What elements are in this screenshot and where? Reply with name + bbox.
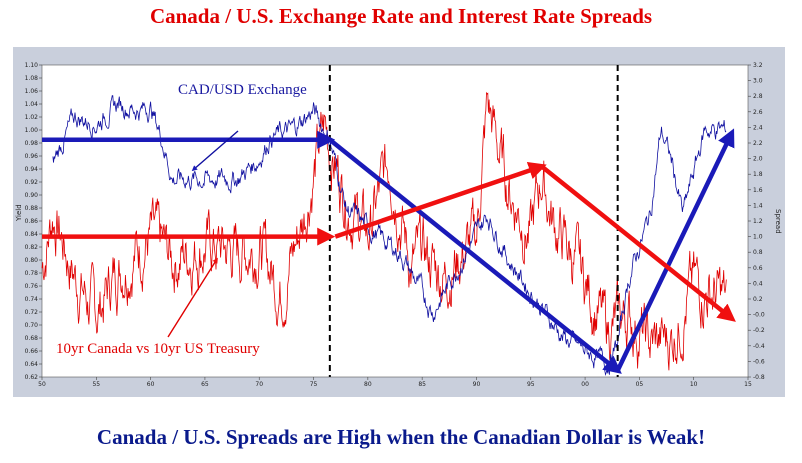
x-tick-label: 90 xyxy=(473,381,481,388)
spread-pointer-arrow xyxy=(167,257,218,338)
x-tick-label: 10 xyxy=(690,381,698,388)
y-tick-label: 0.98 xyxy=(25,140,39,147)
y2-tick-label: 1.2 xyxy=(753,218,763,225)
y-tick-label: 0.84 xyxy=(25,231,39,238)
y2-axis-label: Spread xyxy=(774,209,782,234)
x-tick-label: 70 xyxy=(255,381,263,388)
x-tick-label: 50 xyxy=(38,381,46,388)
y2-tick-label: -0.6 xyxy=(753,358,765,365)
y-tick-label: 1.10 xyxy=(25,62,39,69)
y-tick-label: 1.02 xyxy=(25,114,39,121)
y-tick-label: 1.06 xyxy=(25,88,39,95)
line-chart: 50 55 60 65 70 75 80 85 90 95 00 05 10 15 0.62 0.64 0.66… xyxy=(15,62,782,388)
x-tick-label: 55 xyxy=(92,381,100,388)
y-tick-label: 1.08 xyxy=(25,75,39,82)
exchange-pointer-arrow xyxy=(191,130,239,172)
x-tick-label: 05 xyxy=(636,381,644,388)
page-title: Canada / U.S. Exchange Rate and Interest… xyxy=(149,4,653,28)
x-tick-label: 60 xyxy=(147,381,155,388)
x-tick-label: 85 xyxy=(418,381,426,388)
y-tick-label: 0.88 xyxy=(25,205,39,212)
chart-panel: 50 55 60 65 70 75 80 85 90 95 00 05 10 15 0.62 0.64 0.66… xyxy=(13,47,785,397)
y-tick-label: 0.82 xyxy=(25,244,39,251)
y-tick-label: 0.74 xyxy=(25,296,39,303)
y-tick-label: 0.80 xyxy=(25,257,39,264)
y2-tick-label: 3.2 xyxy=(753,62,763,69)
y2-tick-label: -0.0 xyxy=(753,312,765,319)
y2-tick-label: -0.8 xyxy=(753,374,765,381)
x-tick-label: 95 xyxy=(527,381,535,388)
y-tick-label: 1.00 xyxy=(25,127,39,134)
y2-tick-label: 1.4 xyxy=(753,202,763,209)
exchange-series-line xyxy=(52,95,727,376)
annotation-exchange: CAD/USD Exchange xyxy=(178,82,307,98)
y-tick-label: 0.68 xyxy=(25,335,39,342)
x-tick-label: 15 xyxy=(744,381,752,388)
y-tick-label: 0.62 xyxy=(25,374,39,381)
spread-series-line xyxy=(41,91,727,371)
y-tick-label: 0.66 xyxy=(25,348,39,355)
x-tick-label: 75 xyxy=(310,381,318,388)
y2-tick-label: 0.2 xyxy=(753,296,763,303)
y2-tick-label: 0.8 xyxy=(753,249,763,256)
y-tick-label: 1.04 xyxy=(25,101,39,108)
x-tick-label: 80 xyxy=(364,381,372,388)
page-caption: Canada / U.S. Spreads are High when the … xyxy=(96,425,706,449)
y-tick-label: 0.90 xyxy=(25,192,39,199)
y2-tick-label: 2.8 xyxy=(753,93,763,100)
y2-tick-label: 0.6 xyxy=(753,265,763,272)
y-tick-label: 0.70 xyxy=(25,322,39,329)
y2-tick-label: 2.6 xyxy=(753,109,763,116)
y-tick-label: 0.86 xyxy=(25,218,39,225)
y2-tick-label: 0.4 xyxy=(753,280,763,287)
y2-tick-label: 2.2 xyxy=(753,140,763,147)
x-tick-label: 65 xyxy=(201,381,209,388)
y2-tick-label: 1.0 xyxy=(753,234,763,241)
y2-tick-label: 2.4 xyxy=(753,124,763,131)
y-tick-label: 0.72 xyxy=(25,309,39,316)
x-tick-label: 00 xyxy=(581,381,589,388)
y-tick-label: 0.96 xyxy=(25,153,39,160)
y-tick-label: 0.64 xyxy=(25,361,39,368)
spread-trend-arrow xyxy=(540,164,736,322)
y2-tick-label: 1.6 xyxy=(753,187,763,194)
y-tick-label: 0.94 xyxy=(25,166,39,173)
y-axis-label: Yield xyxy=(15,204,23,222)
annotation-spread: 10yr Canada vs 10yr US Treasury xyxy=(56,341,260,357)
exchange-trend-arrow xyxy=(328,137,622,374)
y-tick-label: 0.78 xyxy=(25,270,39,277)
y2-tick-label: -0.4 xyxy=(753,343,765,350)
y-tick-label: 0.76 xyxy=(25,283,39,290)
y2-tick-label: 3.0 xyxy=(753,78,763,85)
spread-trend-arrow xyxy=(334,161,547,239)
exchange-trend-arrow xyxy=(615,128,735,372)
y2-tick-label: -0.2 xyxy=(753,327,765,334)
y2-tick-label: 2.0 xyxy=(753,156,763,163)
y-tick-label: 0.92 xyxy=(25,179,39,186)
y2-tick-label: 1.8 xyxy=(753,171,763,178)
